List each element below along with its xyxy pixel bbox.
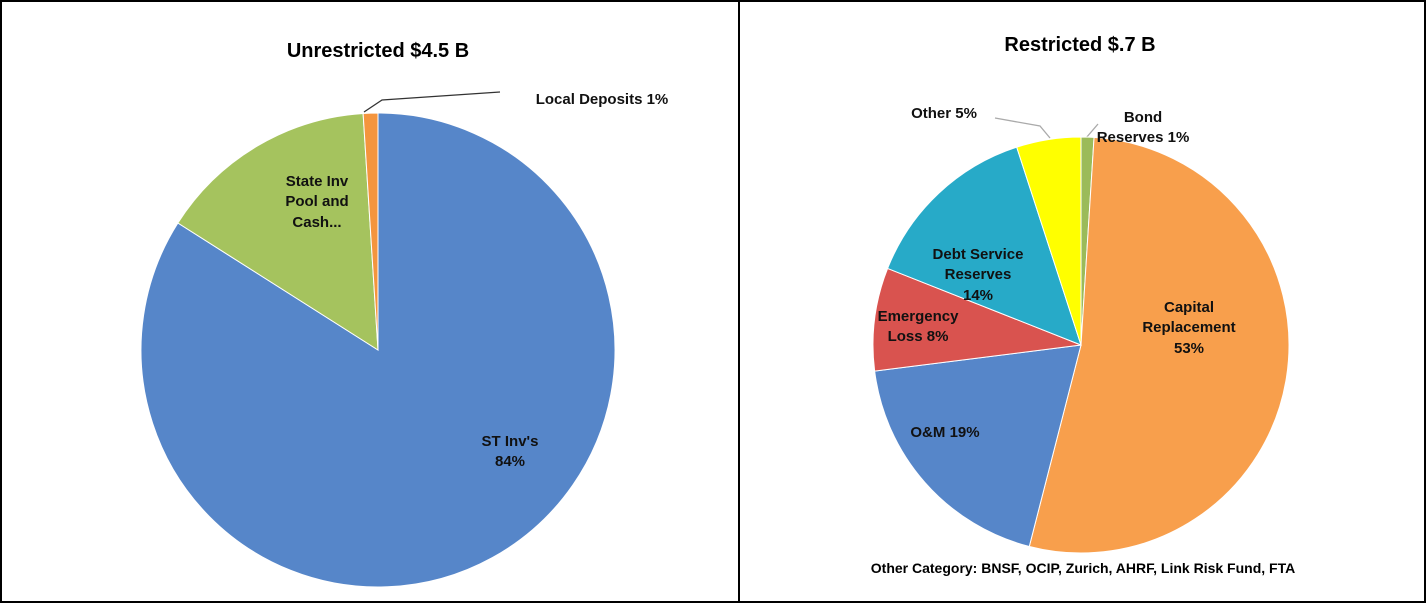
- pie-slice: [872, 267, 1082, 372]
- category-label: State Inv Pool and Cash...: [285, 173, 349, 231]
- slice-label: Emergency Loss 8%: [868, 307, 968, 348]
- category-label: Bond Reserves: [1096, 109, 1164, 147]
- value-label: 53%: [1173, 339, 1205, 357]
- slice-label: Bond Reserves 1%: [1093, 108, 1193, 149]
- right-panel: [738, 0, 1426, 603]
- value-label: 1%: [1167, 129, 1190, 147]
- category-label: O&M: [910, 424, 946, 441]
- slice-label: O&M 19%: [895, 423, 995, 443]
- chart-title: Unrestricted $4.5 B: [286, 40, 470, 62]
- pie-slice: [874, 344, 1082, 548]
- annotation: Other Category: BNSF, OCIP, Zurich, AHRF…: [870, 560, 1296, 576]
- category-label: Local Deposits: [535, 91, 643, 108]
- slice-label: ST Inv's 84%: [465, 432, 555, 473]
- slice-label: Other 5%: [884, 104, 1004, 124]
- category-label: Other: [911, 105, 952, 122]
- category-label: ST Inv's: [481, 433, 539, 450]
- leader-line: [1085, 123, 1099, 139]
- value-label: 14%: [962, 286, 994, 304]
- value-label: 19%: [949, 424, 980, 441]
- pie-slice: [1016, 136, 1082, 346]
- slice-label: Local Deposits 1%: [532, 90, 672, 110]
- value-label: 5%: [955, 105, 977, 122]
- chart-title: Restricted $.7 B: [1004, 34, 1156, 56]
- value-label: 8%: [926, 328, 949, 346]
- pie-slice: [1028, 136, 1290, 554]
- category-label: Debt Service Reserves: [932, 246, 1024, 284]
- category-label: Capital Replacement: [1142, 299, 1236, 337]
- leader-line: [363, 91, 501, 113]
- leader-line: [994, 117, 1051, 139]
- category-label: Emergency Loss: [877, 308, 959, 346]
- pie-slice: [177, 112, 379, 351]
- slice-label: State Inv Pool and Cash...: [272, 172, 362, 233]
- slice-label: Capital Replacement 53%: [1129, 298, 1249, 359]
- value-label: 84%: [494, 453, 526, 471]
- slice-label: Debt Service Reserves 14%: [928, 245, 1028, 306]
- pie-slice: [362, 112, 379, 351]
- value-label: 1%: [646, 91, 669, 108]
